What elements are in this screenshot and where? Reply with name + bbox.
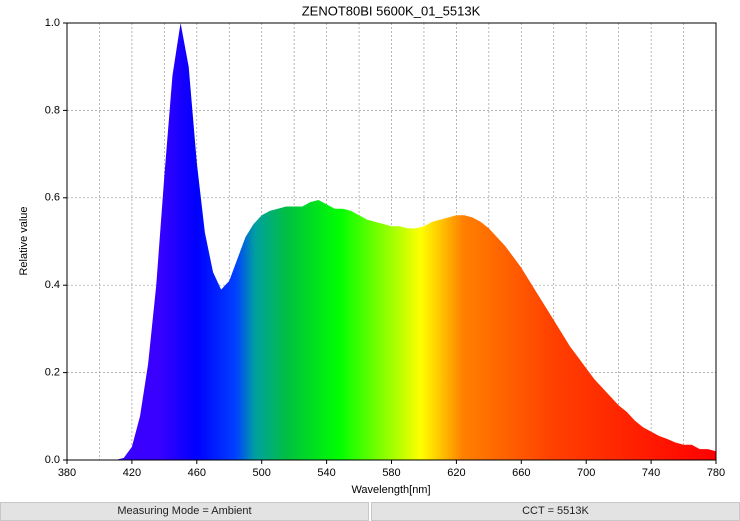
x-tick-label: 380 — [58, 467, 76, 479]
x-tick-label: 500 — [253, 467, 271, 479]
status-right: CCT = 5513K — [371, 502, 740, 521]
x-tick-label: 460 — [188, 467, 206, 479]
plot-frame — [66, 22, 717, 461]
y-tick-label: 0.8 — [45, 104, 60, 116]
status-left: Measuring Mode = Ambient — [0, 502, 369, 521]
y-axis-label: Relative value — [18, 206, 30, 275]
y-tick-label: 1.0 — [45, 17, 60, 29]
y-tick-label: 0.0 — [45, 454, 60, 466]
x-tick-label: 420 — [123, 467, 141, 479]
x-tick-label: 740 — [642, 467, 660, 479]
x-tick-label: 780 — [707, 467, 725, 479]
spectrum-area — [115, 23, 717, 460]
y-tick-label: 0.4 — [45, 279, 60, 291]
x-axis-label: Wavelength[nm] — [351, 484, 430, 496]
x-tick-label: 660 — [512, 467, 530, 479]
y-tick-label: 0.6 — [45, 192, 60, 204]
chart: ZENOT80BI 5600K_01_5513K Wavelength[nm] … — [18, 3, 725, 496]
chart-title: ZENOT80BI 5600K_01_5513K — [302, 3, 481, 18]
y-tick-label: 0.2 — [45, 367, 60, 379]
x-tick-label: 540 — [317, 467, 335, 479]
x-tick-label: 700 — [577, 467, 595, 479]
x-tick-label: 620 — [447, 467, 465, 479]
x-tick-label: 580 — [382, 467, 400, 479]
